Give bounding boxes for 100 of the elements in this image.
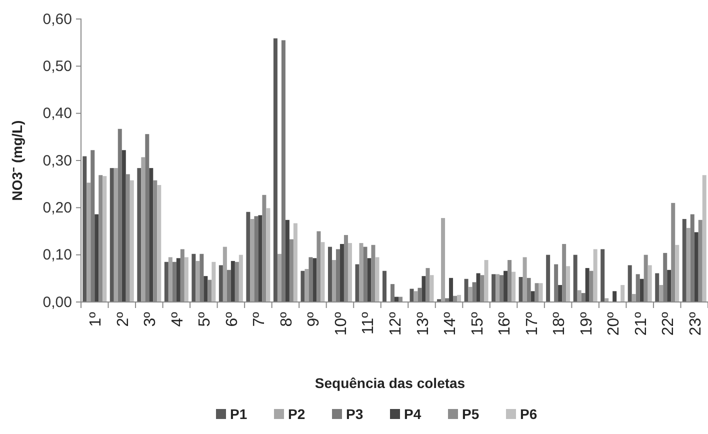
bar	[328, 246, 332, 302]
bar	[141, 157, 146, 302]
x-tick-label: 5º	[196, 312, 214, 327]
bar	[410, 288, 414, 302]
bar	[367, 258, 372, 302]
bar	[554, 264, 558, 302]
bar	[212, 262, 216, 302]
x-tick-label: 2º	[114, 312, 132, 327]
bar	[558, 285, 562, 302]
bar	[585, 268, 590, 302]
bar	[312, 258, 317, 302]
legend-label: P2	[288, 406, 306, 422]
legend-label: P3	[346, 406, 364, 422]
x-tick-label: 9º	[306, 312, 323, 327]
y-tick-label: 0,00	[42, 294, 72, 311]
bar	[226, 270, 231, 302]
bar	[468, 286, 472, 302]
bar	[640, 278, 644, 302]
bar	[659, 285, 664, 302]
bar	[538, 283, 543, 302]
bar	[300, 270, 305, 302]
x-tick-label: 14º	[442, 312, 460, 336]
bar	[573, 254, 578, 302]
bar	[137, 168, 142, 302]
bar	[130, 180, 134, 302]
x-axis-title: Sequência das coletas	[314, 375, 466, 391]
bar	[581, 293, 586, 302]
bar	[359, 243, 364, 302]
bar	[430, 275, 434, 302]
x-tick-label: 10º	[332, 312, 350, 336]
y-tick-label: 0,40	[42, 105, 72, 122]
bar	[332, 260, 336, 302]
bar	[375, 257, 380, 302]
bar	[176, 258, 180, 302]
bar	[566, 266, 570, 302]
bar	[604, 298, 609, 302]
x-tick-label: 17º	[524, 312, 541, 336]
bar	[612, 291, 617, 302]
bar	[90, 150, 95, 302]
y-axis-title: NO3⁻ (mg/L)	[9, 120, 25, 201]
bar	[118, 128, 122, 302]
bar	[522, 257, 527, 302]
x-tick-label: 16º	[496, 312, 514, 336]
bar	[457, 294, 462, 302]
bar	[472, 282, 476, 302]
bar	[145, 134, 150, 302]
bar	[200, 254, 204, 302]
bar	[492, 274, 496, 302]
bar	[86, 182, 91, 302]
bar	[196, 260, 200, 302]
bar	[266, 208, 270, 302]
legend-label: P5	[462, 406, 480, 422]
bar	[414, 291, 418, 302]
bar	[418, 288, 422, 302]
bar	[690, 214, 694, 302]
bar	[620, 285, 625, 302]
x-tick-label: 15º	[469, 312, 486, 336]
x-tick-label: 3º	[142, 312, 160, 327]
x-tick-label: 4º	[169, 312, 186, 327]
y-tick-label: 0,20	[42, 199, 72, 216]
bar	[476, 273, 480, 302]
x-tick-label: 6º	[224, 312, 241, 327]
bar	[441, 218, 446, 302]
bar	[258, 215, 262, 302]
x-tick-label: 23º	[687, 312, 704, 336]
bar	[445, 298, 450, 302]
x-tick-label: 11º	[360, 312, 378, 334]
bar	[277, 254, 282, 302]
bar	[390, 284, 394, 302]
x-tick-label: 13º	[414, 312, 432, 336]
bar	[168, 257, 172, 302]
x-tick-label: 8º	[278, 312, 296, 327]
y-tick-label: 0,30	[42, 152, 72, 170]
bar	[149, 168, 154, 302]
x-tick-label: 22º	[660, 312, 678, 336]
bar	[593, 249, 598, 302]
bar	[500, 275, 504, 302]
y-tick-label: 0,50	[42, 58, 72, 75]
bar	[686, 228, 690, 302]
bar	[663, 252, 668, 302]
bar	[382, 270, 387, 302]
bar	[667, 270, 672, 302]
bar	[675, 244, 680, 302]
bar	[204, 276, 208, 302]
bar	[504, 270, 508, 302]
bar	[636, 274, 640, 302]
bar	[355, 264, 360, 302]
bar	[348, 243, 352, 302]
x-tick-label: 1º	[88, 312, 105, 327]
legend-label: P4	[404, 406, 422, 422]
bar	[530, 291, 535, 302]
bar	[164, 262, 168, 302]
bar	[254, 216, 258, 302]
x-tick-label: 20º	[606, 312, 623, 336]
bar	[682, 218, 686, 302]
bar	[114, 168, 118, 302]
bar	[340, 244, 344, 302]
bar	[628, 265, 632, 302]
bar	[192, 254, 196, 302]
y-tick-label: 0,10	[42, 246, 72, 264]
